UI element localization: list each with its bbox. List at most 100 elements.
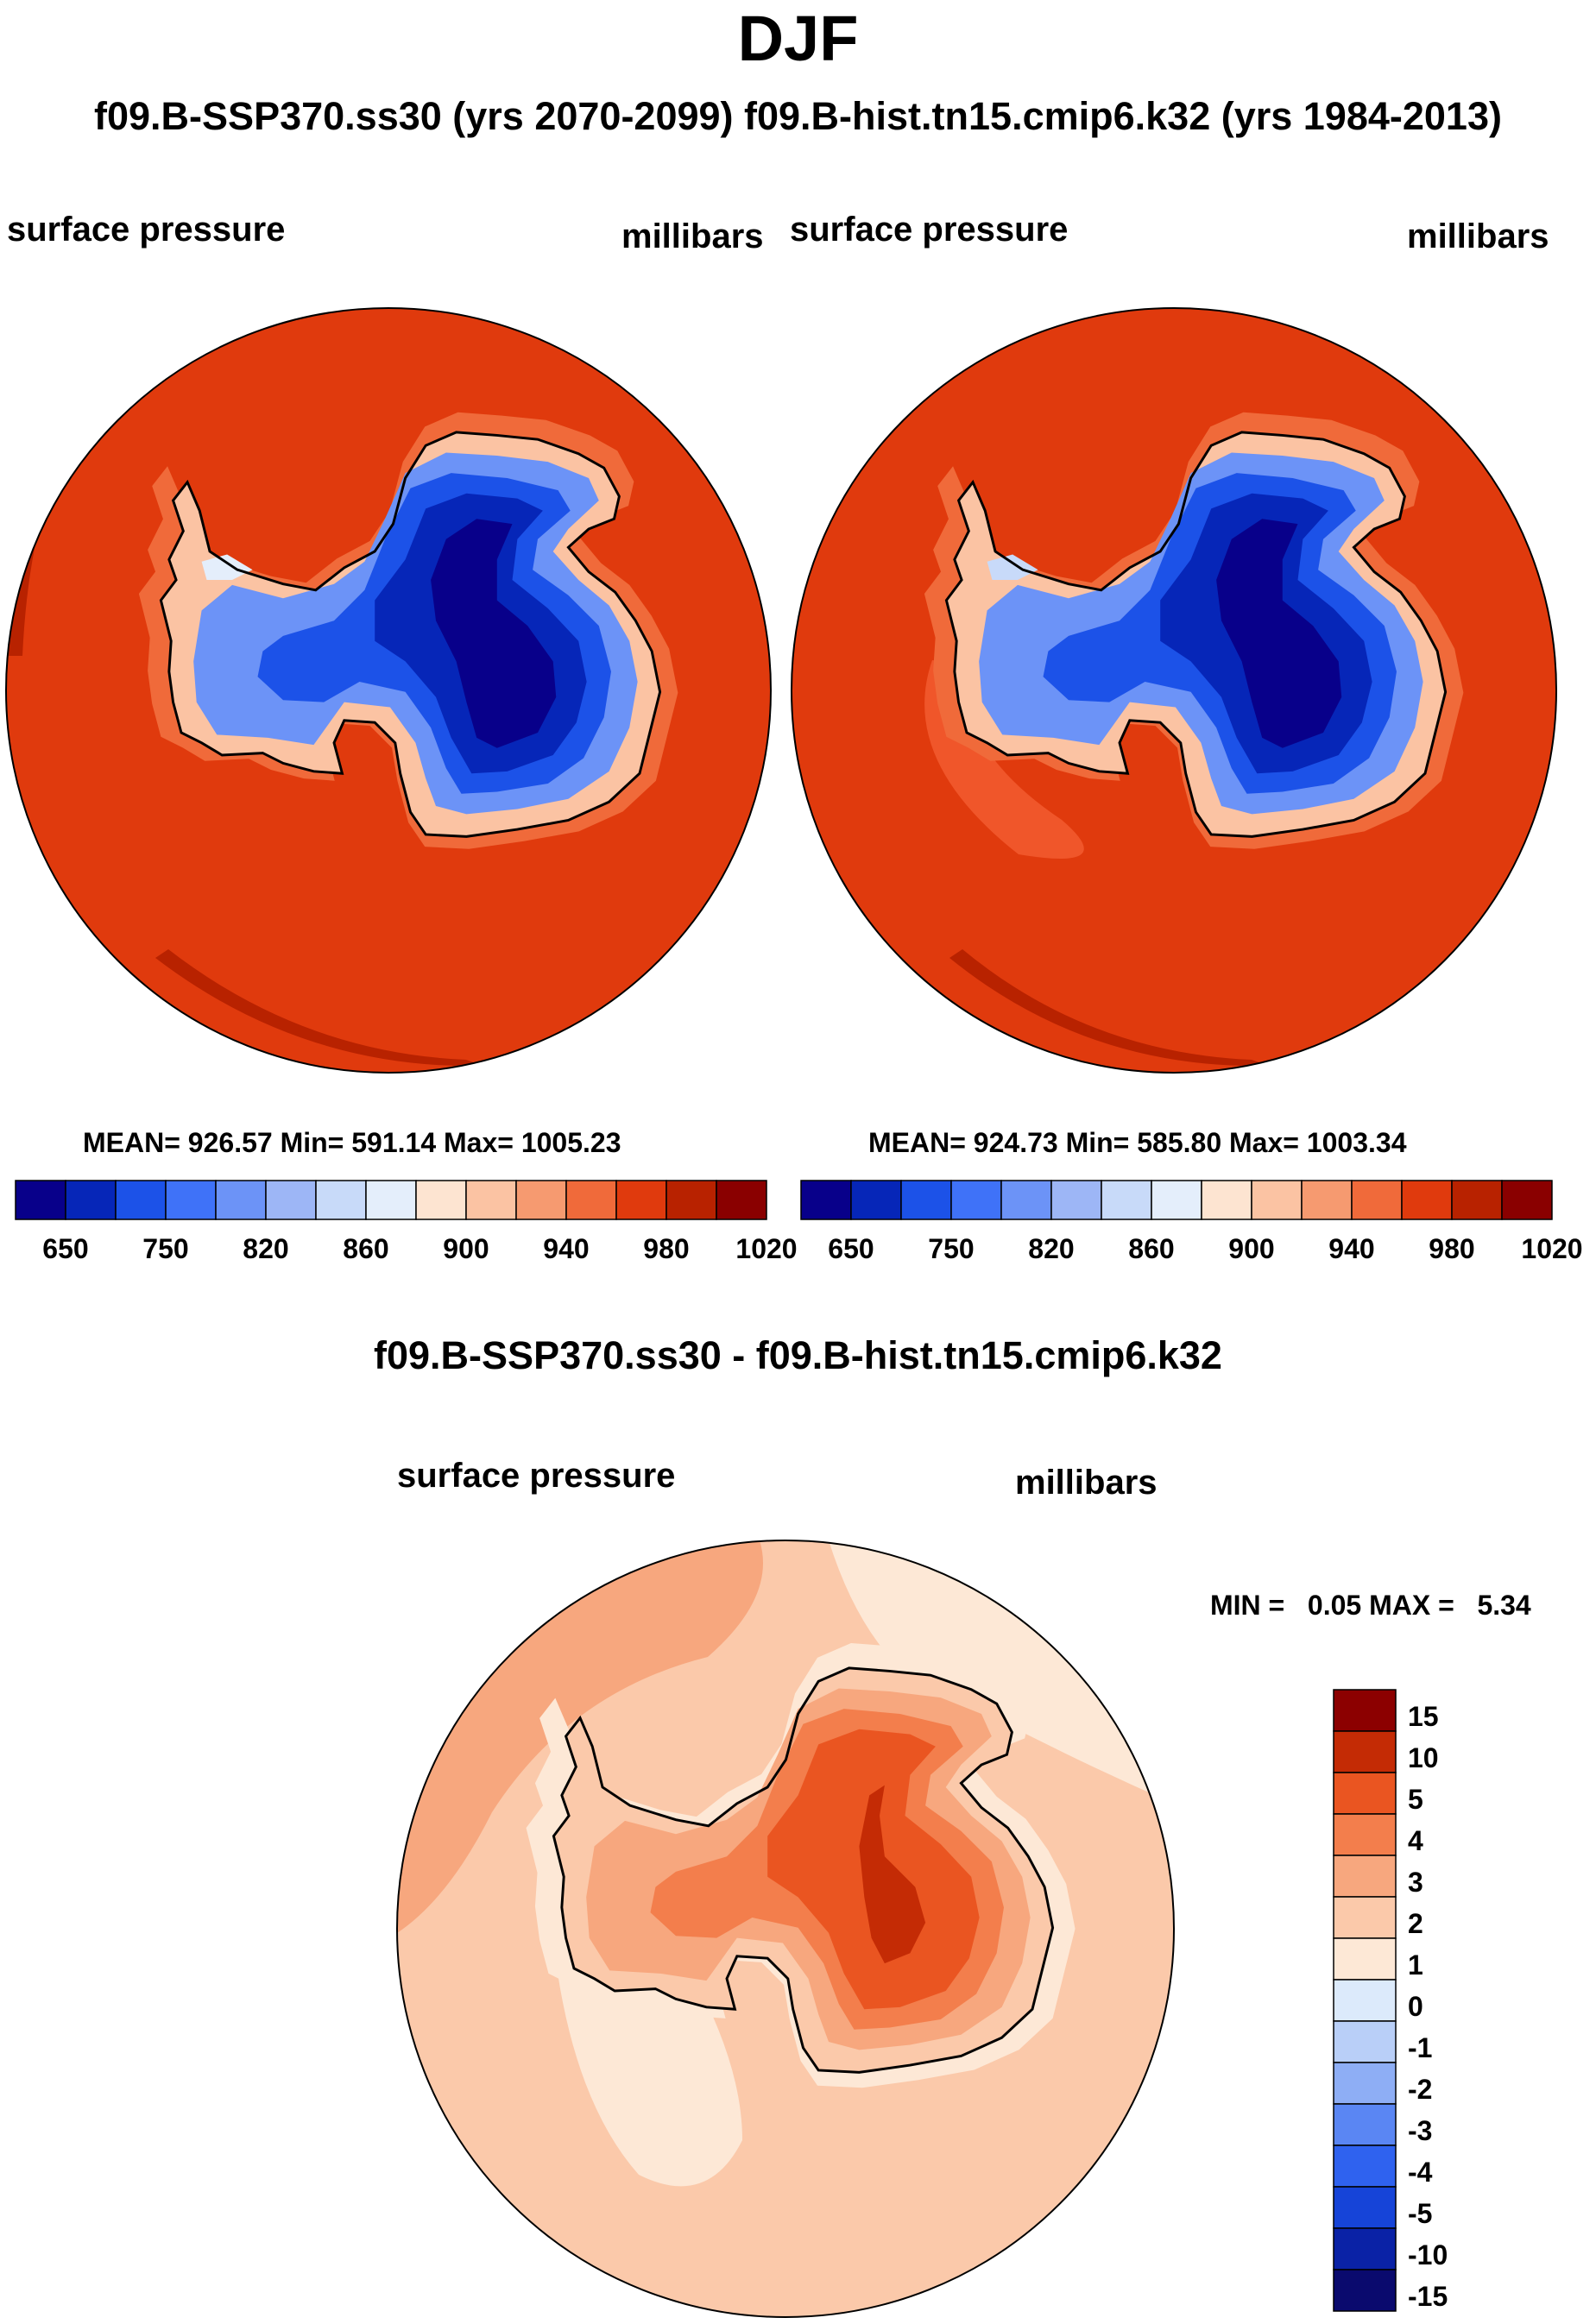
diff-colorbar-swatch bbox=[1333, 1979, 1397, 2022]
left-map-border bbox=[5, 307, 772, 1074]
diff-colorbar-swatch bbox=[1333, 1937, 1397, 1981]
diff-colorbar-tick-label: 4 bbox=[1408, 1825, 1423, 1856]
left-colorbar-swatch bbox=[716, 1180, 767, 1220]
diff-colorbar-tick-label: -4 bbox=[1408, 2157, 1433, 2188]
right-variable-label: surface pressure bbox=[790, 211, 1069, 249]
left-variable-label: surface pressure bbox=[7, 211, 286, 249]
diff-colorbar-tick-label: -1 bbox=[1408, 2032, 1432, 2063]
left-colorbar-swatch bbox=[666, 1180, 717, 1220]
right-colorbar-tick-label: 1020 bbox=[1521, 1233, 1582, 1264]
diff-colorbar-swatch bbox=[1333, 2103, 1397, 2146]
diff-colorbar-tick-label: -2 bbox=[1408, 2074, 1432, 2105]
right-colorbar-swatch bbox=[1301, 1180, 1353, 1220]
diff-colorbar-tick-label: 0 bbox=[1408, 1991, 1423, 2022]
left-colorbar-swatch bbox=[415, 1180, 467, 1220]
diff-colorbar-tick-label: 3 bbox=[1408, 1867, 1423, 1898]
run-labels: f09.B-SSP370.ss30 (yrs 2070-2099) f09.B-… bbox=[94, 94, 1502, 138]
diff-colorbar-swatch bbox=[1333, 2186, 1397, 2229]
left-colorbar-swatch bbox=[615, 1180, 667, 1220]
right-colorbar-swatch bbox=[1351, 1180, 1403, 1220]
diff-map bbox=[396, 1540, 1175, 2318]
diff-colorbar-tick-label: -15 bbox=[1408, 2281, 1448, 2312]
page-title: DJF bbox=[737, 3, 859, 74]
right-colorbar-swatch bbox=[950, 1180, 1002, 1220]
right-map-border bbox=[791, 307, 1557, 1074]
diff-map-border bbox=[396, 1540, 1175, 2318]
left-colorbar-swatch bbox=[165, 1180, 217, 1220]
diff-colorbar-swatch bbox=[1333, 2227, 1397, 2270]
diff-colorbar-swatch bbox=[1333, 1689, 1397, 1732]
right-colorbar-tick-label: 820 bbox=[1028, 1233, 1074, 1264]
diff-colorbar-tick-label: 15 bbox=[1408, 1701, 1439, 1732]
right-colorbar-swatch bbox=[1501, 1180, 1553, 1220]
right-colorbar-tick-label: 900 bbox=[1228, 1233, 1274, 1264]
left-map-rim-contour-2 bbox=[155, 949, 483, 1067]
diff-colorbar-swatch bbox=[1333, 1730, 1397, 1773]
left-colorbar-tick-label: 820 bbox=[243, 1233, 288, 1264]
right-colorbar-swatch bbox=[800, 1180, 852, 1220]
left-colorbar-swatch bbox=[515, 1180, 567, 1220]
diff-colorbar-swatch bbox=[1333, 1896, 1397, 1939]
right-stats: MEAN= 924.73 Min= 585.80 Max= 1003.34 bbox=[868, 1127, 1407, 1158]
diff-colorbar-swatch bbox=[1333, 1813, 1397, 1856]
diff-colorbar-swatch bbox=[1333, 1855, 1397, 1898]
right-colorbar-swatch bbox=[1050, 1180, 1102, 1220]
left-colorbar-tick-label: 650 bbox=[42, 1233, 88, 1264]
right-colorbar-tick-label: 980 bbox=[1429, 1233, 1474, 1264]
left-colorbar-tick-label: 940 bbox=[543, 1233, 589, 1264]
right-map bbox=[791, 307, 1557, 1074]
right-colorbar-swatch bbox=[1151, 1180, 1202, 1220]
right-colorbar-tick-label: 940 bbox=[1328, 1233, 1374, 1264]
right-map-rim-contour bbox=[949, 949, 1269, 1067]
diff-colorbar-tick-label: 1 bbox=[1408, 1949, 1423, 1981]
left-colorbar-tick-label: 980 bbox=[643, 1233, 689, 1264]
diff-colorbar-swatch bbox=[1333, 2020, 1397, 2063]
right-colorbar-swatch bbox=[900, 1180, 952, 1220]
right-units-label: millibars bbox=[1407, 217, 1549, 255]
diff-colorbar-tick-label: 2 bbox=[1408, 1908, 1423, 1939]
right-colorbar-swatch bbox=[1401, 1180, 1453, 1220]
left-colorbar: 650 750 820 860 900 940 980 1020 bbox=[15, 1180, 798, 1264]
left-colorbar-swatch bbox=[265, 1180, 317, 1220]
diff-colorbar-tick-label: -3 bbox=[1408, 2115, 1432, 2146]
diff-minmax: MIN = 0.05 MAX = 5.34 bbox=[1210, 1590, 1531, 1621]
diff-colorbar-swatch bbox=[1333, 1772, 1397, 1815]
right-colorbar-tick-label: 650 bbox=[828, 1233, 874, 1264]
diff-colorbar-swatch bbox=[1333, 2145, 1397, 2188]
diff-colorbar-tick-label: -5 bbox=[1408, 2198, 1432, 2229]
right-colorbar: 650 750 820 860 900 940 980 1020 bbox=[800, 1180, 1583, 1264]
left-colorbar-swatch bbox=[315, 1180, 367, 1220]
diff-colorbar-tick-label: -10 bbox=[1408, 2239, 1448, 2270]
left-colorbar-swatch bbox=[65, 1180, 117, 1220]
left-colorbar-swatch bbox=[115, 1180, 167, 1220]
diff-colorbar-tick-label: 10 bbox=[1408, 1742, 1439, 1773]
left-colorbar-swatch bbox=[565, 1180, 617, 1220]
left-colorbar-tick-label: 900 bbox=[443, 1233, 489, 1264]
left-colorbar-tick-label: 860 bbox=[343, 1233, 388, 1264]
left-colorbar-swatch bbox=[15, 1180, 66, 1220]
left-colorbar-swatch bbox=[215, 1180, 267, 1220]
diff-colorbar-tick-label: 5 bbox=[1408, 1784, 1423, 1815]
left-colorbar-swatch bbox=[365, 1180, 417, 1220]
right-colorbar-tick-label: 860 bbox=[1128, 1233, 1174, 1264]
right-colorbar-tick-label: 750 bbox=[928, 1233, 974, 1264]
left-stats: MEAN= 926.57 Min= 591.14 Max= 1005.23 bbox=[83, 1127, 621, 1158]
diff-title: f09.B-SSP370.ss30 - f09.B-hist.tn15.cmip… bbox=[374, 1333, 1222, 1377]
diff-variable-label: surface pressure bbox=[397, 1457, 676, 1495]
right-colorbar-swatch bbox=[1251, 1180, 1303, 1220]
left-units-label: millibars bbox=[621, 217, 764, 255]
left-map bbox=[5, 307, 772, 1074]
diff-colorbar-swatch bbox=[1333, 2269, 1397, 2312]
left-colorbar-tick-label: 1020 bbox=[735, 1233, 797, 1264]
left-colorbar-tick-label: 750 bbox=[142, 1233, 188, 1264]
left-colorbar-swatch bbox=[465, 1180, 517, 1220]
right-colorbar-swatch bbox=[1101, 1180, 1152, 1220]
right-colorbar-swatch bbox=[850, 1180, 902, 1220]
right-colorbar-swatch bbox=[1201, 1180, 1252, 1220]
right-colorbar-swatch bbox=[1000, 1180, 1052, 1220]
diff-colorbar-swatch bbox=[1333, 2062, 1397, 2105]
diff-units-label: millibars bbox=[1015, 1464, 1158, 1502]
right-colorbar-swatch bbox=[1451, 1180, 1503, 1220]
